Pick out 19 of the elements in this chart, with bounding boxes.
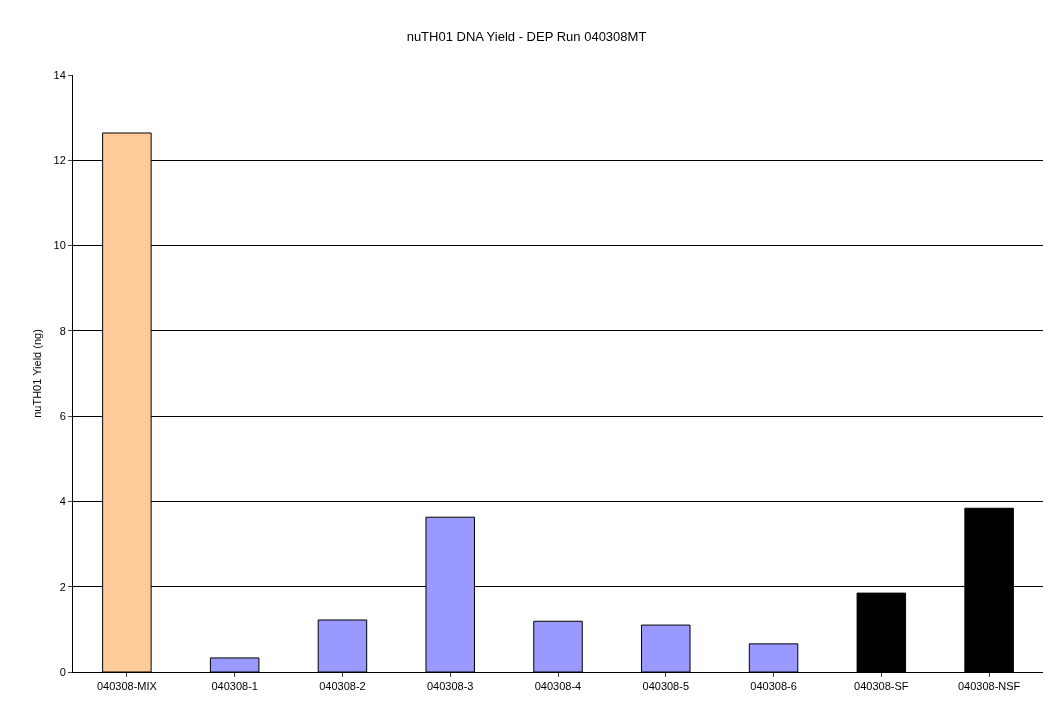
x-tick-label: 040308-6 [750, 680, 797, 693]
y-tick-label: 2 [59, 580, 66, 593]
x-tick-label: 040308-5 [642, 680, 690, 693]
y-tick-label: 6 [59, 409, 66, 422]
y-tick-label: 14 [53, 68, 66, 81]
x-tick-label: 040308-MIX [96, 680, 158, 693]
y-tick-label: 0 [59, 665, 66, 678]
x-tick-label: 040308-1 [211, 680, 258, 693]
y-tick-label: 10 [53, 239, 66, 252]
x-tick-label: 040308-NSF [957, 680, 1021, 693]
x-tick-label: 040308-3 [426, 680, 474, 693]
y-tick-label: 12 [53, 154, 66, 167]
chart-title: nuTH01 DNA Yield - DEP Run 040308MT [406, 29, 647, 45]
y-axis-title: nuTH01 Yield (ng) [31, 329, 43, 418]
x-tick-label: 040308-2 [319, 680, 366, 693]
x-tick-label: 040308-4 [534, 680, 582, 693]
y-tick-label: 4 [59, 495, 66, 508]
x-tick-label: 040308-SF [854, 680, 909, 693]
y-tick-label: 8 [59, 324, 66, 337]
